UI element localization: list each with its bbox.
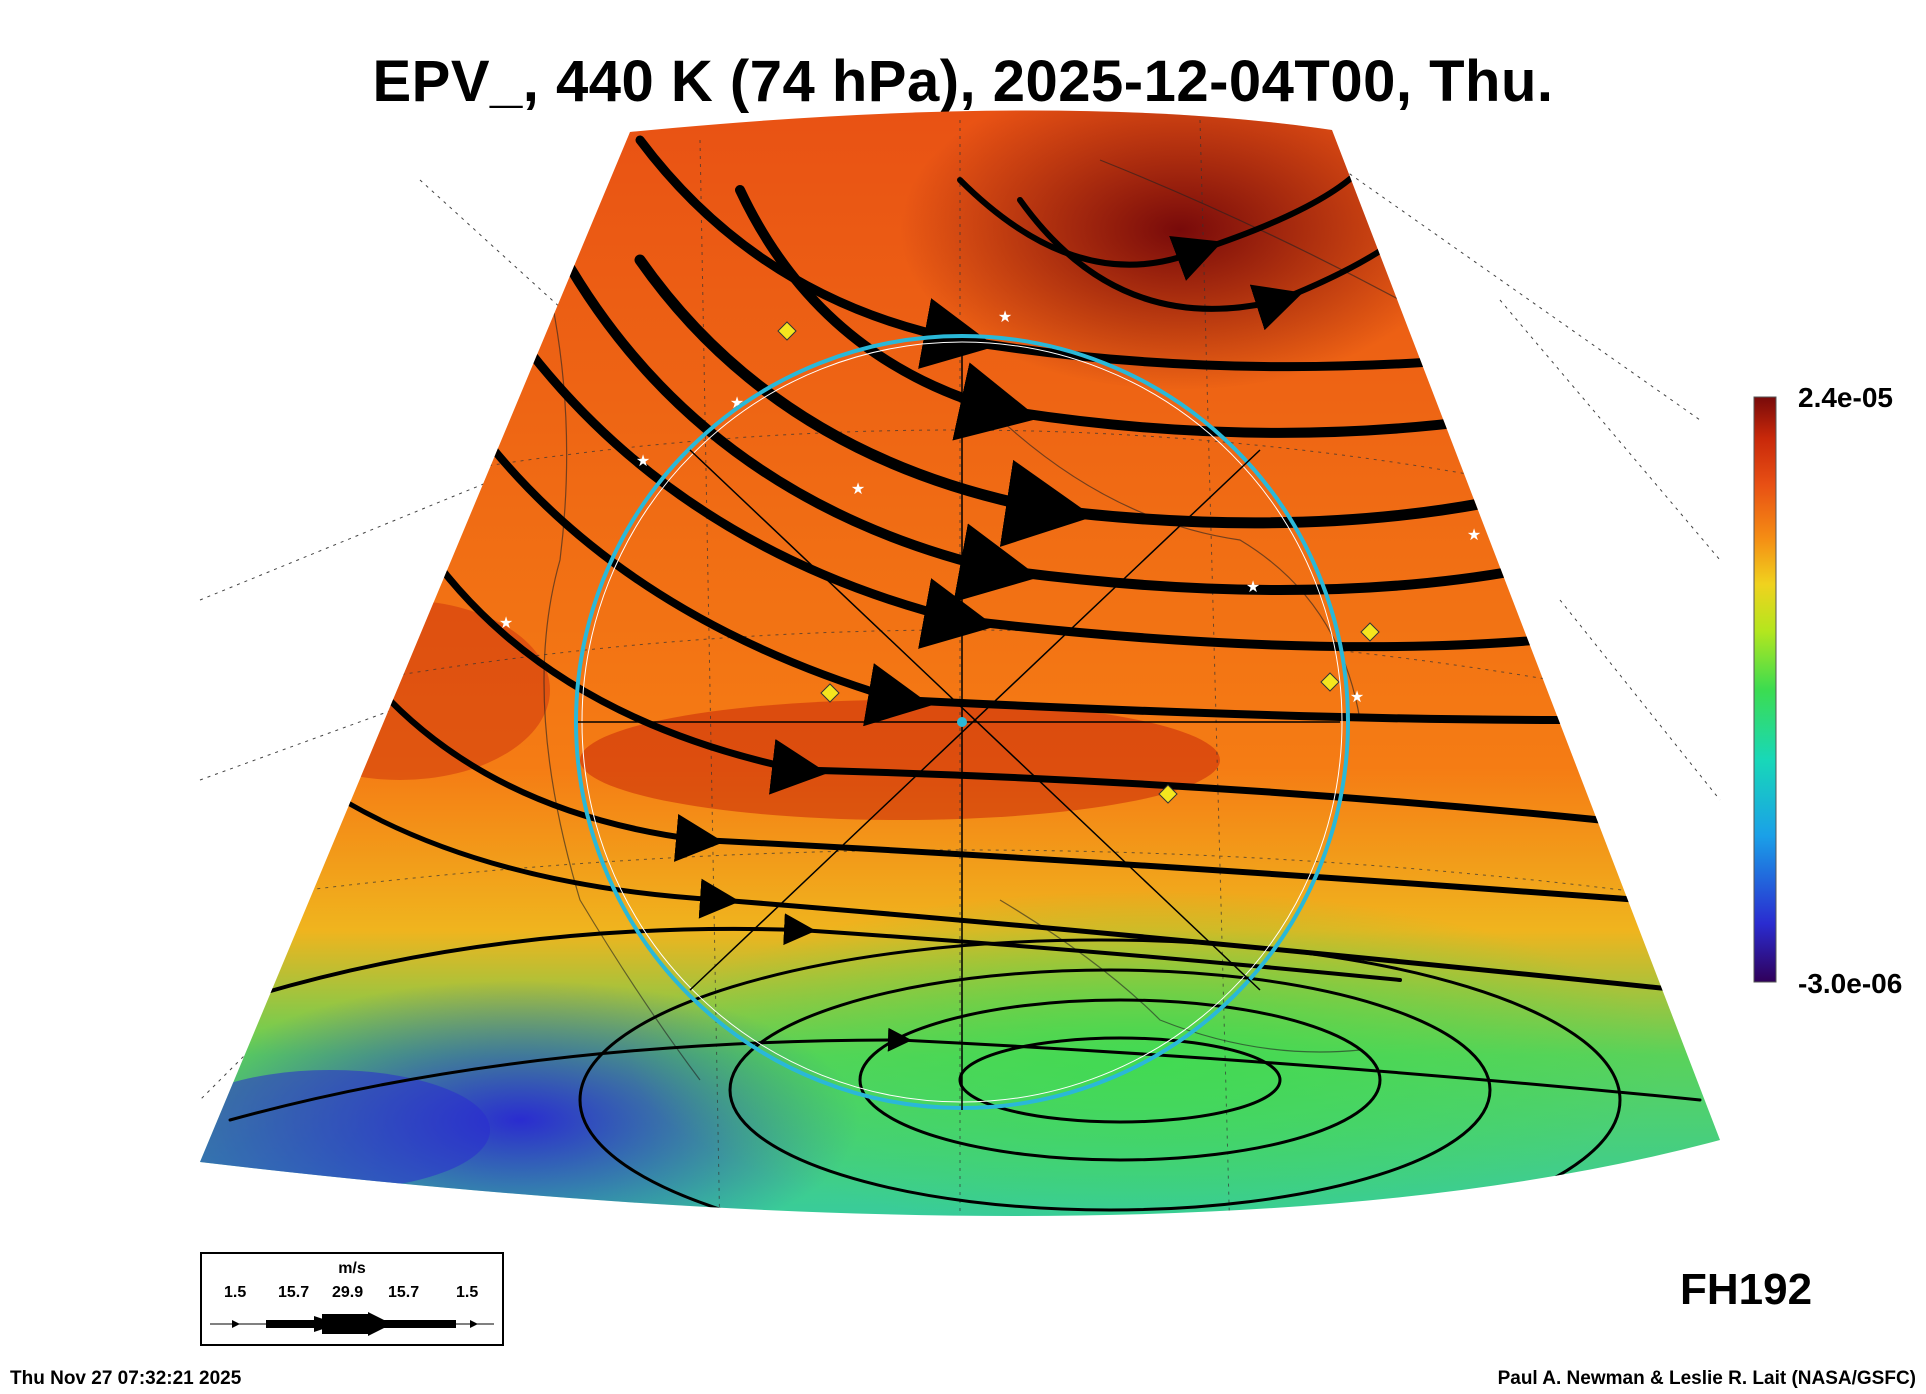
plot-title: EPV_, 440 K (74 hPa), 2025-12-04T00, Thu… <box>372 49 1554 114</box>
svg-text:★: ★ <box>1467 525 1481 544</box>
svg-text:★: ★ <box>998 307 1012 326</box>
legend-value-5: 1.5 <box>456 1284 479 1301</box>
footer-timestamp: Thu Nov 27 07:32:21 2025 <box>10 1368 242 1389</box>
svg-text:★: ★ <box>499 613 513 632</box>
star-markers: ★ ★ ★ ★ ★ ★ ★ ★ <box>499 307 1481 706</box>
colorbar-min-label: -3.0e-06 <box>1798 968 1903 999</box>
footer-credit: Paul A. Newman & Leslie R. Lait (NASA/GS… <box>1497 1368 1916 1389</box>
diamond-markers <box>777 321 1380 804</box>
colorbar <box>1753 396 1777 983</box>
cyclonic-streamlines <box>578 938 1622 1216</box>
wind-streamlines <box>217 135 1702 1122</box>
svg-text:★: ★ <box>851 479 865 498</box>
legend-value-1: 1.5 <box>224 1284 247 1301</box>
legend-arrow-scale <box>210 1312 494 1336</box>
epv-field: ★ ★ ★ ★ ★ ★ ★ ★ <box>200 110 1720 1216</box>
svg-text:★: ★ <box>636 451 650 470</box>
legend-value-4: 15.7 <box>388 1284 420 1301</box>
wind-speed-legend: m/s 1.5 15.7 29.9 15.7 1.5 <box>200 1252 504 1346</box>
svg-text:★: ★ <box>1246 577 1260 596</box>
colorbar-max-label: 2.4e-05 <box>1798 382 1893 413</box>
legend-unit: m/s <box>338 1260 366 1277</box>
legend-value-2: 15.7 <box>278 1284 310 1301</box>
legend-value-3: 29.9 <box>332 1284 364 1301</box>
svg-text:★: ★ <box>1350 687 1364 706</box>
overlay-circle <box>574 334 1350 1110</box>
forecast-hour-label: FH192 <box>1680 1265 1813 1314</box>
